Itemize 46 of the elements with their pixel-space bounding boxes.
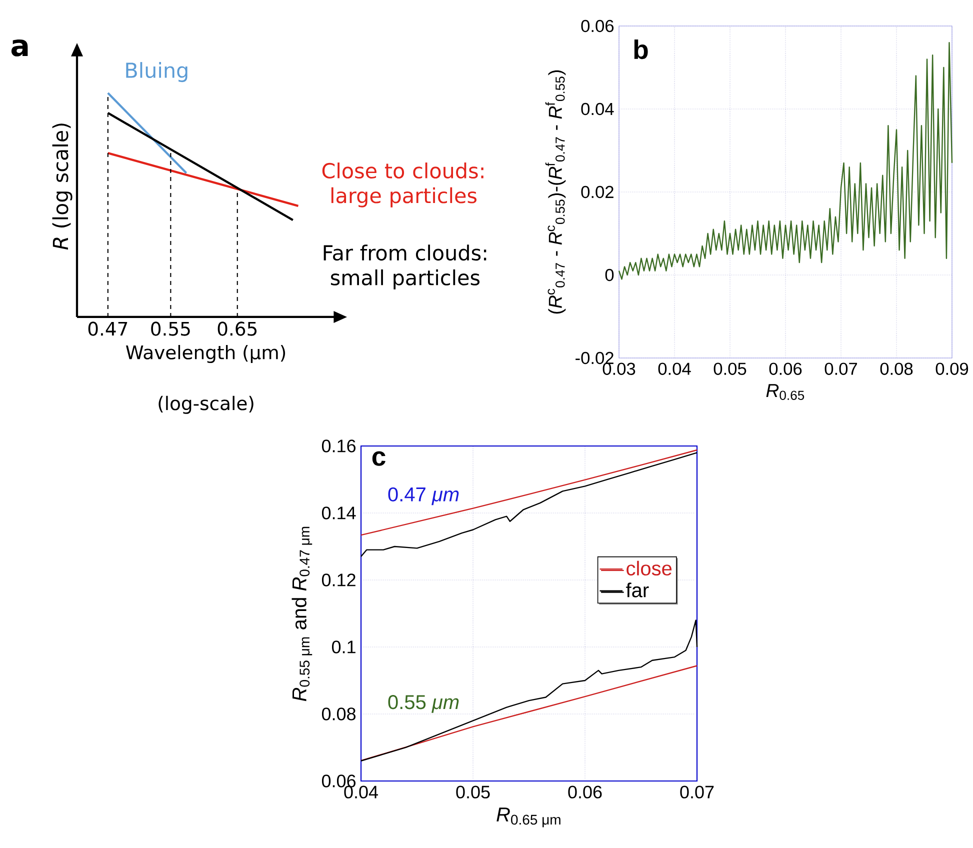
y-tick-label: 0.12 xyxy=(322,574,356,586)
text: (R$^{c}$$_{0.47}$ - R$^{c}$$_{0.55}$)-(R$^{f}$$_{0.47}$ - R$^{f}$$_{0.55}$) xyxy=(545,70,566,314)
chart-title: c xyxy=(372,451,386,466)
y-tick-label: 0 xyxy=(605,268,614,282)
legend-label: close xyxy=(626,560,672,576)
x-tick-label: 0.05 xyxy=(456,786,490,798)
x-tick-label: 0.04 xyxy=(658,362,691,375)
x-tick-label: 0.47 xyxy=(88,322,128,336)
annotation: 0.47 μm xyxy=(388,487,459,506)
x-tick-label: 0.03 xyxy=(602,362,636,375)
x-tick-label: 0.04 xyxy=(344,786,378,798)
y-tick-label: 0.06 xyxy=(322,774,356,788)
x-tick-label: 0.07 xyxy=(824,362,857,375)
x-tick-label: 0.06 xyxy=(568,786,602,798)
y-tick-label: 0.06 xyxy=(581,20,614,32)
x-tick-label: 0.08 xyxy=(880,362,913,375)
x-tick-label: 0.09 xyxy=(936,362,968,375)
y-tick-label: 0.16 xyxy=(322,440,356,452)
line-series xyxy=(360,620,698,762)
y-tick-label: 0.08 xyxy=(322,708,356,720)
chart-title: a xyxy=(11,40,28,56)
line-series xyxy=(618,42,953,280)
x-tick-label: 0.55 xyxy=(151,322,190,336)
y-tick-label: 0.04 xyxy=(581,102,614,116)
y-axis-title: R (log scale) xyxy=(52,124,72,250)
y-axis-title: R$_{0.55 μm}$ and R$_{0.47 μm}$ xyxy=(292,526,312,702)
x-tick-label: 0.06 xyxy=(769,362,802,375)
x-tick-label: 0.07 xyxy=(680,786,714,798)
line-series xyxy=(360,452,698,558)
y-tick-label: 0.02 xyxy=(581,186,614,198)
x-axis-title: R$_{0.65 μm}$ xyxy=(496,808,560,828)
x-axis-title: R$_{0.65}$ xyxy=(766,384,804,400)
legend-label: far xyxy=(626,582,649,598)
x-tick-label: 0.05 xyxy=(714,362,746,375)
y-tick-label: 0.1 xyxy=(332,640,356,654)
series-label: Bluing xyxy=(126,62,188,82)
y-tick-label: 0.14 xyxy=(322,506,356,520)
annotation: 0.55 μm xyxy=(388,695,459,713)
series-label: Far from clouds: small particles xyxy=(324,244,486,290)
x-tick-label: 0.65 xyxy=(218,322,257,336)
chart-title: b xyxy=(634,40,648,60)
series-label: Close to clouds: large particles xyxy=(322,162,484,208)
line-series xyxy=(360,449,698,536)
text: (log-scale) xyxy=(158,396,254,414)
y-tick-label: -0.02 xyxy=(576,352,614,364)
x-axis-title: Wavelength (μm) xyxy=(126,344,286,364)
